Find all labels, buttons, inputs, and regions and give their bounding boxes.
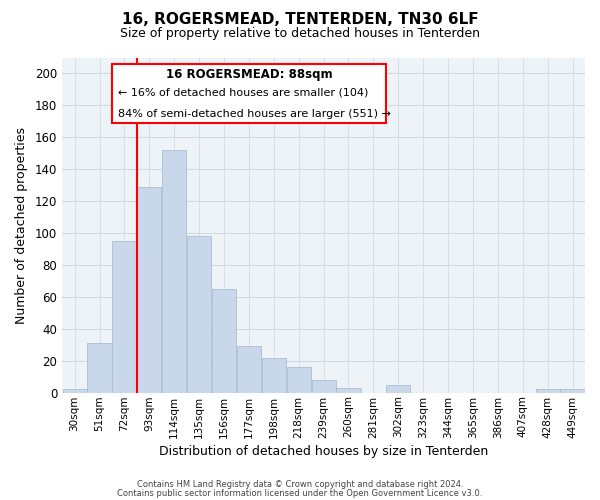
Bar [187,236,211,392]
Bar [237,346,261,393]
Bar [262,358,286,392]
Text: 16 ROGERSMEAD: 88sqm: 16 ROGERSMEAD: 88sqm [166,68,332,81]
X-axis label: Distribution of detached houses by size in Tenterden: Distribution of detached houses by size … [159,444,488,458]
Bar [212,289,236,393]
Bar [287,367,311,392]
Bar [311,380,335,392]
Bar [386,384,410,392]
FancyBboxPatch shape [112,64,386,123]
Bar [337,388,361,392]
Text: Contains public sector information licensed under the Open Government Licence v3: Contains public sector information licen… [118,488,482,498]
Text: 16, ROGERSMEAD, TENTERDEN, TN30 6LF: 16, ROGERSMEAD, TENTERDEN, TN30 6LF [122,12,478,28]
Bar [560,390,584,392]
Bar [162,150,186,392]
Text: ← 16% of detached houses are smaller (104): ← 16% of detached houses are smaller (10… [118,88,368,98]
Text: Contains HM Land Registry data © Crown copyright and database right 2024.: Contains HM Land Registry data © Crown c… [137,480,463,489]
Bar [112,241,136,392]
Text: Size of property relative to detached houses in Tenterden: Size of property relative to detached ho… [120,28,480,40]
Bar [62,390,87,392]
Bar [137,187,161,392]
Bar [536,390,560,392]
Bar [88,343,112,392]
Text: 84% of semi-detached houses are larger (551) →: 84% of semi-detached houses are larger (… [118,109,391,119]
Y-axis label: Number of detached properties: Number of detached properties [15,126,28,324]
